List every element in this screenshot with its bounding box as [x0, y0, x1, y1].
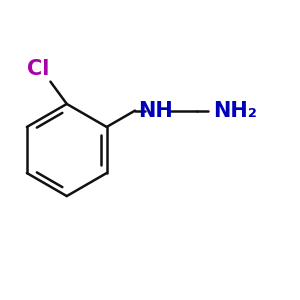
Text: NH₂: NH₂: [213, 100, 257, 121]
Text: NH: NH: [138, 100, 173, 121]
Text: Cl: Cl: [27, 59, 49, 79]
